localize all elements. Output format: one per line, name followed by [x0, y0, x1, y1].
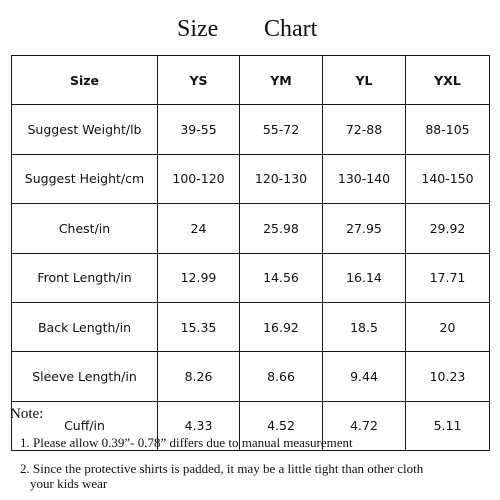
- table-cell: 39-55: [157, 104, 240, 155]
- table-cell: 4.72: [322, 400, 406, 452]
- table-cell: 9.44: [322, 351, 406, 402]
- table-cell: 12.99: [157, 252, 240, 303]
- size-chart-table: Size YS YM YL YXL Suggest Weight/lb 39-5…: [11, 54, 490, 452]
- note-item-2-line-1: 2. Since the protective shirts is padded…: [20, 461, 424, 476]
- table-row: Chest/in 24 25.98 27.95 29.92: [11, 203, 490, 254]
- table-row: Suggest Height/cm 100-120 120-130 130-14…: [11, 153, 490, 205]
- header-cell-ym: YM: [239, 54, 323, 106]
- table-cell: 15.35: [157, 301, 240, 353]
- table-cell: 16.14: [322, 252, 406, 303]
- table-cell: 29.92: [405, 203, 490, 254]
- table-row: Back Length/in 15.35 16.92 18.5 20: [11, 301, 490, 353]
- table-cell: 8.26: [157, 351, 240, 402]
- table-row: Front Length/in 12.99 14.56 16.14 17.71: [11, 252, 490, 303]
- row-label: Front Length/in: [11, 252, 158, 303]
- table-cell: 16.92: [239, 301, 323, 353]
- table-cell: 130-140: [322, 153, 406, 205]
- table-cell: 20: [405, 301, 490, 353]
- table-cell: 120-130: [239, 153, 323, 205]
- table-cell: 17.71: [405, 252, 490, 303]
- table-row: Suggest Weight/lb 39-55 55-72 72-88 88-1…: [11, 104, 490, 155]
- row-label: Suggest Height/cm: [11, 153, 158, 205]
- table-row: Sleeve Length/in 8.26 8.66 9.44 10.23: [11, 351, 490, 402]
- note-item-2-line-2: your kids wear: [30, 476, 108, 491]
- table-cell: 27.95: [322, 203, 406, 254]
- title-word-size: Size: [177, 16, 219, 42]
- table-cell: 25.98: [239, 203, 323, 254]
- table-cell: 8.66: [239, 351, 323, 402]
- row-label: Chest/in: [11, 203, 158, 254]
- header-cell-yxl: YXL: [405, 54, 490, 106]
- row-label: Suggest Weight/lb: [11, 104, 158, 155]
- title-word-chart: Chart: [264, 16, 318, 42]
- table-cell: 4.33: [157, 400, 240, 452]
- row-label: Back Length/in: [11, 301, 158, 353]
- notes-heading: Note:: [10, 406, 44, 422]
- header-cell-ys: YS: [157, 54, 240, 106]
- table-cell: 88-105: [405, 104, 490, 155]
- notes-section: Note: 1. Please allow 0.39”- 0.78” diffe…: [10, 405, 490, 491]
- row-label: Sleeve Length/in: [11, 351, 158, 402]
- row-label: Cuff/in: [11, 400, 158, 452]
- table-header-row: Size YS YM YL YXL: [11, 54, 490, 106]
- header-cell-yl: YL: [322, 54, 406, 106]
- note-item-2: 2. Since the protective shirts is padded…: [20, 461, 490, 491]
- table-cell: 24: [157, 203, 240, 254]
- table-cell: 140-150: [405, 153, 490, 205]
- table-cell: 5.11: [405, 400, 490, 452]
- table-cell: 55-72: [239, 104, 323, 155]
- table-cell: 14.56: [239, 252, 323, 303]
- table-cell: 72-88: [322, 104, 406, 155]
- table-cell: 18.5: [322, 301, 406, 353]
- table-row: Cuff/in 4.33 4.52 4.72 5.11: [11, 400, 490, 452]
- chart-title: Size Chart: [0, 14, 500, 44]
- table-cell: 10.23: [405, 351, 490, 402]
- note-item-1: 1. Please allow 0.39”- 0.78” differs due…: [20, 435, 353, 450]
- header-cell-size: Size: [11, 54, 158, 106]
- table-cell: 100-120: [157, 153, 240, 205]
